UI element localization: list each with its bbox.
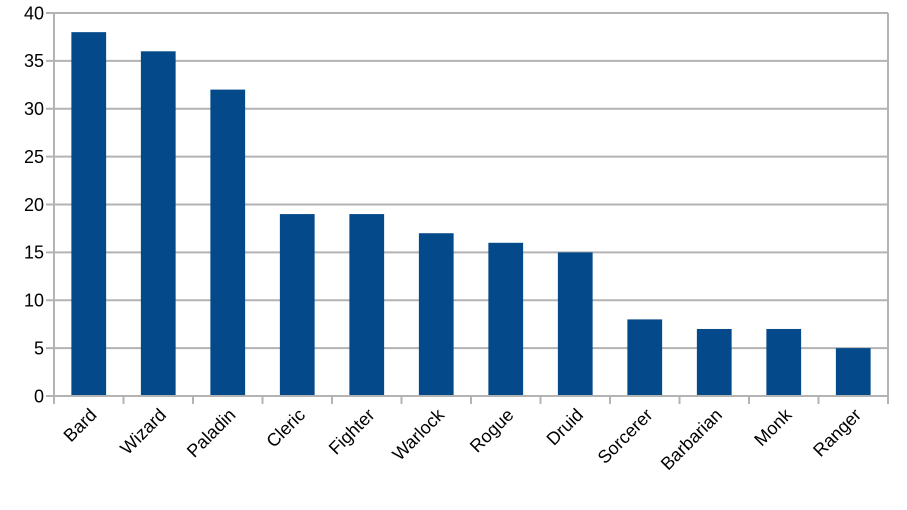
y-tick-label: 15: [24, 243, 44, 263]
bar-bard: [71, 32, 107, 397]
y-tick-label: 25: [24, 147, 44, 167]
y-tick-label: 5: [34, 338, 44, 358]
bar-sorcerer: [627, 319, 663, 396]
bar-rogue: [488, 242, 524, 396]
bar-ranger: [835, 348, 871, 396]
y-tick-label: 30: [24, 99, 44, 119]
y-tick-label: 20: [24, 195, 44, 215]
bar-barbarian: [696, 328, 732, 396]
bar-warlock: [418, 233, 454, 396]
y-tick-label: 40: [24, 3, 44, 23]
bar-wizard: [140, 51, 176, 397]
bar-cleric: [279, 214, 315, 396]
y-tick-label: 0: [34, 386, 44, 406]
bar-paladin: [210, 89, 246, 396]
bar-monk: [766, 328, 802, 396]
y-tick-label: 10: [24, 291, 44, 311]
bar-fighter: [349, 214, 385, 396]
y-tick-label: 35: [24, 51, 44, 71]
bar-druid: [557, 252, 593, 396]
